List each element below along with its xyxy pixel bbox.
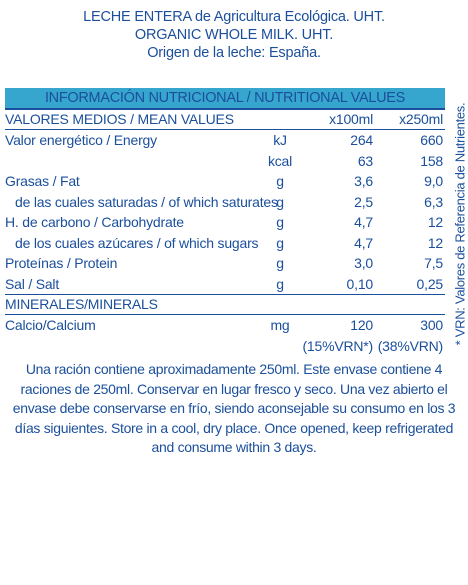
row-value-250ml: 12 xyxy=(427,234,443,251)
table-row: Sal / Salt g 0,10 0,25 xyxy=(5,274,445,295)
row-unit: g xyxy=(276,214,284,230)
minerals-header-row: MINERALES/MINERALS xyxy=(5,295,445,315)
row-value-250ml: 9,0 xyxy=(424,173,443,189)
product-header: LECHE ENTERA de Agricultura Ecológica. U… xyxy=(0,8,468,62)
table-row: Proteínas / Protein g 3,0 7,5 xyxy=(5,253,445,274)
calcium-label: Calcio/Calcium xyxy=(5,317,96,333)
row-label: H. de carbono / Carbohydrate xyxy=(5,214,184,230)
footer-line: envase debe conservarse en frío, siendo … xyxy=(12,400,456,416)
row-value-250ml: 660 xyxy=(420,132,443,148)
row-unit: g xyxy=(276,275,284,292)
row-value-250ml: 7,5 xyxy=(424,255,443,271)
footer-line: and consume within 3 days. xyxy=(151,439,317,455)
row-label: Valor energético / Energy xyxy=(5,132,157,148)
footer-line: días siguientes. Store in a cool, dry pl… xyxy=(14,419,454,436)
calcium-row: Calcio/Calcium mg 120 300 xyxy=(5,315,445,336)
row-label: Sal / Salt xyxy=(5,275,60,292)
header-col-250ml: x250ml xyxy=(399,111,443,127)
milk-origin: Origen de la leche: España. xyxy=(147,45,321,61)
table-row: de los cuales azúcares / of which sugars… xyxy=(5,233,445,254)
row-value-250ml: 6,3 xyxy=(424,193,443,210)
footer-line: raciones de 250ml. Conservar en lugar fr… xyxy=(20,380,448,397)
row-label: de los cuales azúcares / of which sugars xyxy=(15,234,259,251)
row-value-250ml: 0,25 xyxy=(416,275,444,292)
vrn-footnote-text: * VRN: Valores de Referencia de Nutrient… xyxy=(452,102,468,346)
row-label: Grasas / Fat xyxy=(5,173,80,189)
calcium-value-100ml: 120 xyxy=(350,317,373,333)
row-unit: kJ xyxy=(273,132,287,148)
row-value-100ml: 4,7 xyxy=(354,214,373,230)
table-row: kcal 63 158 xyxy=(5,151,445,172)
row-value-100ml: 2,5 xyxy=(354,193,373,210)
table-row: Valor energético / Energy kJ 264 660 xyxy=(5,130,445,151)
calcium-unit: mg xyxy=(270,317,290,333)
row-value-100ml: 63 xyxy=(357,152,373,169)
nutrition-title: INFORMACIÓN NUTRICIONAL / NUTRITIONAL VA… xyxy=(5,88,445,110)
calcium-vrn-250ml: (38%VRN) xyxy=(377,337,444,354)
row-value-100ml: 3,0 xyxy=(354,255,373,271)
table-row: de las cuales saturadas / of which satur… xyxy=(5,192,445,213)
footer-line: Una ración contiene aproximadamente 250m… xyxy=(25,361,443,377)
storage-instructions: Una ración contiene aproximadamente 250m… xyxy=(10,360,458,458)
minerals-header: MINERALES/MINERALS xyxy=(5,296,158,312)
product-name-en: ORGANIC WHOLE MILK. UHT. xyxy=(134,27,334,43)
product-name-es: LECHE ENTERA de Agricultura Ecológica. U… xyxy=(83,9,385,25)
row-label: Proteínas / Protein xyxy=(5,255,118,271)
row-value-100ml: 3,6 xyxy=(354,173,373,189)
row-value-100ml: 0,10 xyxy=(346,275,374,292)
row-unit: g xyxy=(276,173,284,189)
row-unit: g xyxy=(276,255,284,271)
vrn-footnote: * VRN: Valores de Referencia de Nutrient… xyxy=(452,98,468,350)
row-value-100ml: 264 xyxy=(350,132,373,148)
header-col-100ml: x100ml xyxy=(329,111,373,127)
table-header-row: VALORES MEDIOS / MEAN VALUES x100ml x250… xyxy=(5,110,445,130)
table-row: Grasas / Fat g 3,6 9,0 xyxy=(5,171,445,192)
row-value-250ml: 158 xyxy=(420,152,443,169)
row-unit: kcal xyxy=(267,152,293,169)
row-value-100ml: 4,7 xyxy=(354,234,373,251)
calcium-vrn-100ml: (15%VRN*) xyxy=(302,337,373,354)
header-label: VALORES MEDIOS / MEAN VALUES xyxy=(5,111,234,127)
row-unit: g xyxy=(276,193,284,210)
row-value-250ml: 12 xyxy=(427,214,443,230)
nutrition-table: INFORMACIÓN NUTRICIONAL / NUTRITIONAL VA… xyxy=(5,88,445,356)
row-label: de las cuales saturadas / of which satur… xyxy=(15,193,278,210)
row-unit: g xyxy=(276,234,284,251)
calcium-value-250ml: 300 xyxy=(420,317,443,333)
table-row: H. de carbono / Carbohydrate g 4,7 12 xyxy=(5,212,445,233)
calcium-vrn-row: (15%VRN*) (38%VRN) xyxy=(5,336,445,356)
